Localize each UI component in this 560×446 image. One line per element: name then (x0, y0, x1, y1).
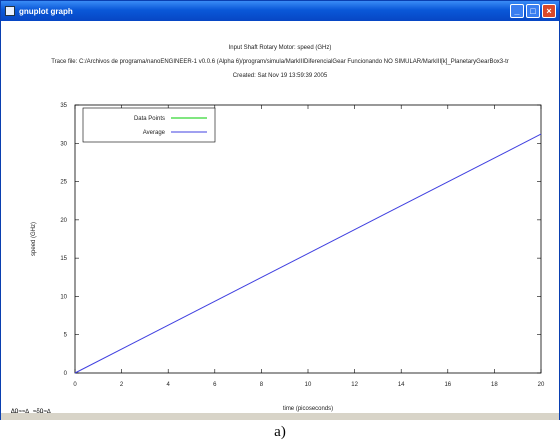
plot-border (74, 104, 542, 374)
y-tick-label: 30 (60, 141, 67, 147)
y-tick-label: 10 (60, 294, 67, 300)
plot-area: Input Shaft Rotary Motor: speed (GHz) Tr… (1, 21, 559, 413)
minimize-icon: _ (514, 6, 520, 16)
x-tick-label: 0 (73, 382, 77, 388)
maximize-icon: □ (530, 6, 536, 16)
status-bar (1, 413, 559, 420)
x-tick-label: 14 (398, 382, 405, 388)
window-controls: _ □ × (510, 4, 556, 18)
figure-caption: a) (274, 424, 286, 440)
speed-chart: 0 2 4 6 8 10 12 14 16 18 20 0 5 10 15 20 25 30 35 time (pic… (31, 103, 545, 412)
minimize-button[interactable]: _ (510, 4, 524, 18)
y-tick-label: 15 (60, 256, 67, 262)
x-tick-label: 4 (167, 382, 171, 388)
close-icon: × (546, 6, 552, 16)
x-axis-label: time (picoseconds) (283, 406, 333, 412)
title-bar[interactable]: gnuplot graph _ □ × (1, 1, 559, 21)
y-axis-label: speed (GHz) (31, 222, 37, 256)
x-tick-label: 18 (491, 382, 498, 388)
x-tick-label: 2 (120, 382, 124, 388)
plot-title: Input Shaft Rotary Motor: speed (GHz) (228, 45, 332, 51)
y-tick-label: 35 (60, 103, 67, 109)
x-tick-label: 12 (351, 382, 358, 388)
x-tick-label: 10 (305, 382, 312, 388)
legend-label: Average (143, 130, 166, 136)
gnuplot-window: gnuplot graph _ □ × Input Shaft Rotary M… (0, 0, 560, 420)
legend-box (82, 107, 216, 143)
x-tick-label: 20 (538, 382, 545, 388)
x-tick-label: 8 (260, 382, 264, 388)
gnuplot-app-icon (5, 6, 15, 16)
legend-label: Data Points (134, 116, 165, 122)
close-button[interactable]: × (542, 4, 556, 18)
y-tick-label: 0 (64, 371, 68, 377)
status-text: ΔΩ≈≈∆ ≈δΩ≈∆ (11, 408, 51, 415)
x-tick-label: 16 (444, 382, 451, 388)
created-label: Created: Sat Nov 19 13:59:39 2005 (232, 73, 328, 79)
trace-file-label: Trace file: C:/Archivos de programa/nano… (51, 59, 509, 65)
window-title: gnuplot graph (19, 6, 73, 16)
x-tick-label: 6 (213, 382, 217, 388)
maximize-button[interactable]: □ (526, 4, 540, 18)
y-tick-label: 20 (60, 218, 67, 224)
y-tick-label: 5 (64, 333, 68, 339)
series-line-average (74, 133, 542, 374)
y-tick-label: 25 (60, 180, 67, 186)
